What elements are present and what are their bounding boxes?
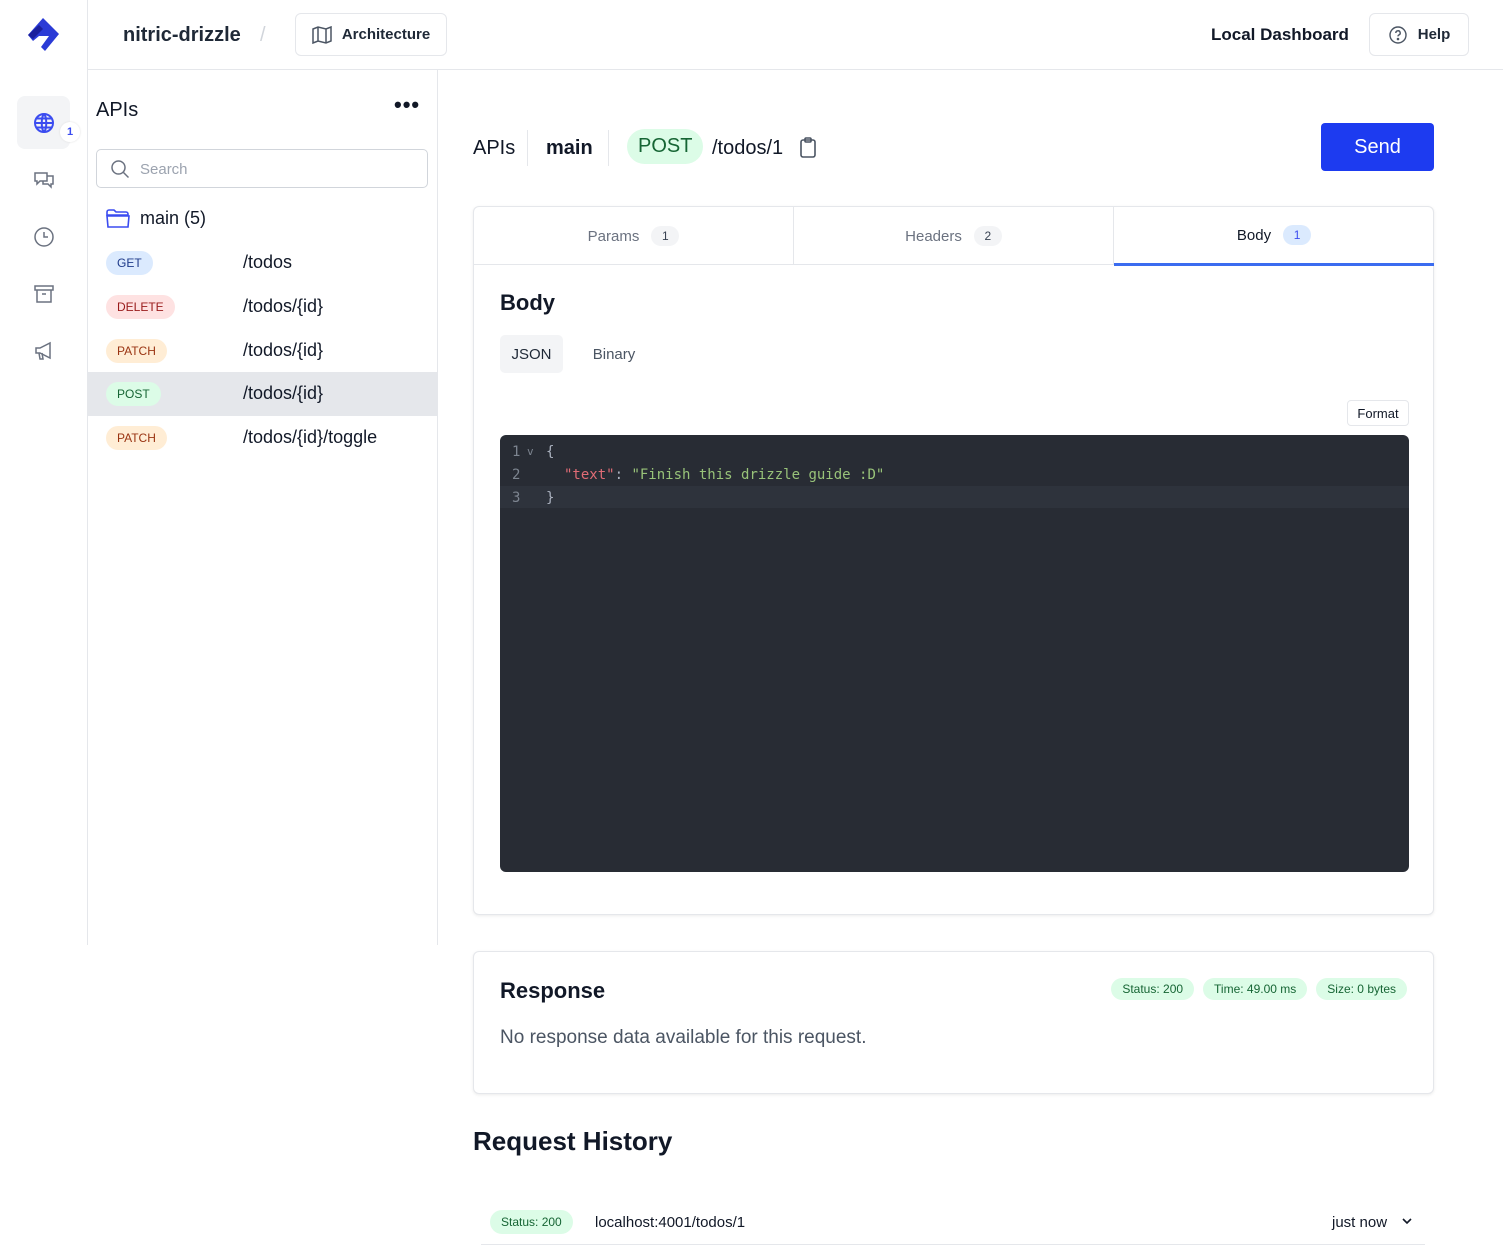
tab-count: 1 [1283, 225, 1312, 245]
route-path: /todos/{id} [243, 340, 324, 360]
logo-icon [28, 18, 59, 51]
tab-label: Body [1236, 226, 1272, 244]
chevron-down-icon[interactable] [1401, 1217, 1413, 1225]
help-button[interactable]: Help [1369, 13, 1469, 56]
method-badge: PATCH [106, 339, 167, 363]
map-icon [312, 25, 332, 44]
tab-body[interactable]: Body 1 [1114, 207, 1434, 266]
route-item-selected[interactable]: POST/todos/{id} [88, 372, 437, 416]
json-colon: : [614, 467, 632, 483]
route-path: /todos/{id}/toggle [243, 427, 378, 447]
rail-chat-button[interactable] [17, 153, 70, 206]
top-header: nitric-drizzle / Architecture Local Dash… [88, 0, 1503, 70]
code-editor[interactable]: 1 v 2 3 { "text": "Finish this drizzle g… [500, 435, 1409, 872]
request-method-badge: POST [627, 129, 704, 164]
architecture-button[interactable]: Architecture [295, 13, 447, 56]
body-title: Body [500, 290, 555, 315]
api-group-main[interactable]: main (5) [106, 208, 206, 229]
method-badge: DELETE [106, 295, 175, 319]
size-badge: Size: 0 bytes [1316, 978, 1407, 1000]
project-name: nitric-drizzle [123, 24, 241, 46]
sidebar-title: APIs [96, 99, 139, 121]
status-badge: Status: 200 [490, 1210, 573, 1234]
active-line [500, 486, 1409, 508]
fold-chevron-icon[interactable]: v [527, 445, 534, 458]
divider [527, 130, 528, 166]
tab-label: Params [587, 227, 640, 245]
rail-storage-button[interactable] [17, 267, 70, 320]
rail-apis-button[interactable]: 1 [17, 96, 80, 149]
history-item[interactable]: Status: 200 localhost:4001/todos/1 just … [481, 1202, 1425, 1245]
clipboard-icon[interactable] [799, 137, 817, 159]
megaphone-icon [34, 341, 51, 360]
folder-icon [106, 208, 130, 228]
line-number: 1 [512, 444, 521, 460]
route-item[interactable]: PATCH/todos/{id}/toggle [88, 416, 437, 460]
tab-count: 1 [651, 226, 680, 246]
route-item[interactable]: PATCH/todos/{id} [88, 329, 437, 373]
archive-icon [33, 284, 54, 303]
breadcrumb-api: main [546, 137, 593, 159]
rail-topics-button[interactable] [17, 324, 70, 377]
search-placeholder: Search [140, 161, 188, 178]
binary-mode-button[interactable]: Binary [592, 345, 636, 363]
route-path: /todos [243, 252, 293, 272]
code-brace: } [546, 490, 555, 506]
status-badge: Status: 200 [1111, 978, 1195, 1000]
json-mode-button[interactable]: JSON [500, 335, 563, 373]
architecture-label: Architecture [341, 26, 431, 43]
route-path: /todos/{id} [243, 296, 324, 316]
response-title: Response [500, 978, 606, 1003]
icon-rail: 1 [0, 0, 88, 945]
line-number: 2 [512, 467, 521, 483]
help-label: Help [1417, 26, 1451, 43]
json-value: "Finish this drizzle guide :D" [631, 467, 885, 483]
history-title: Request History [473, 1126, 673, 1156]
tab-params[interactable]: Params 1 [474, 207, 794, 265]
local-dashboard-link[interactable]: Local Dashboard [1211, 25, 1349, 44]
route-path: /todos/{id} [243, 383, 324, 403]
breadcrumb-separator: / [260, 24, 266, 46]
route-item[interactable]: DELETE/todos/{id} [88, 285, 437, 329]
api-sidebar: APIs ••• Search main (5) GET/todos DELET… [88, 70, 438, 945]
send-button[interactable]: Send [1321, 123, 1434, 171]
route-item[interactable]: GET/todos [88, 241, 437, 285]
apis-count-badge: 1 [60, 122, 80, 142]
response-stats: Status: 200 Time: 49.00 ms Size: 0 bytes [1111, 978, 1407, 1000]
request-path: /todos/1 [712, 137, 784, 159]
globe-icon [33, 112, 54, 133]
request-card: Params 1 Headers 2 Body 1 Body JSON Binary … [473, 206, 1434, 915]
line-number: 3 [512, 490, 521, 506]
search-input[interactable]: Search [96, 149, 428, 188]
method-badge: GET [106, 251, 153, 275]
json-key: "text" [564, 467, 615, 483]
search-icon [111, 160, 130, 179]
tab-label: Headers [905, 227, 962, 245]
group-label: main (5) [140, 208, 207, 228]
clock-icon [33, 226, 54, 247]
method-badge: PATCH [106, 426, 167, 450]
code-line: "text": "Finish this drizzle guide :D" [564, 467, 884, 483]
question-circle-icon [1389, 25, 1407, 44]
more-options-icon[interactable]: ••• [394, 92, 421, 117]
rail-history-button[interactable] [17, 210, 70, 263]
time-badge: Time: 49.00 ms [1203, 978, 1308, 1000]
breadcrumb-apis: APIs [473, 137, 516, 159]
tab-count: 2 [973, 226, 1002, 246]
method-badge: POST [106, 382, 161, 406]
chat-icon [33, 171, 54, 189]
divider [608, 130, 609, 166]
code-brace: { [546, 444, 555, 460]
response-empty-text: No response data available for this requ… [500, 1027, 867, 1048]
tab-headers[interactable]: Headers 2 [794, 207, 1114, 265]
history-url: localhost:4001/todos/1 [595, 1214, 746, 1231]
history-time: just now [1332, 1214, 1388, 1231]
format-button[interactable]: Format [1347, 400, 1409, 426]
response-card: Response Status: 200 Time: 49.00 ms Size… [473, 951, 1434, 1094]
tab-bar: Params 1 Headers 2 Body 1 [474, 207, 1434, 266]
